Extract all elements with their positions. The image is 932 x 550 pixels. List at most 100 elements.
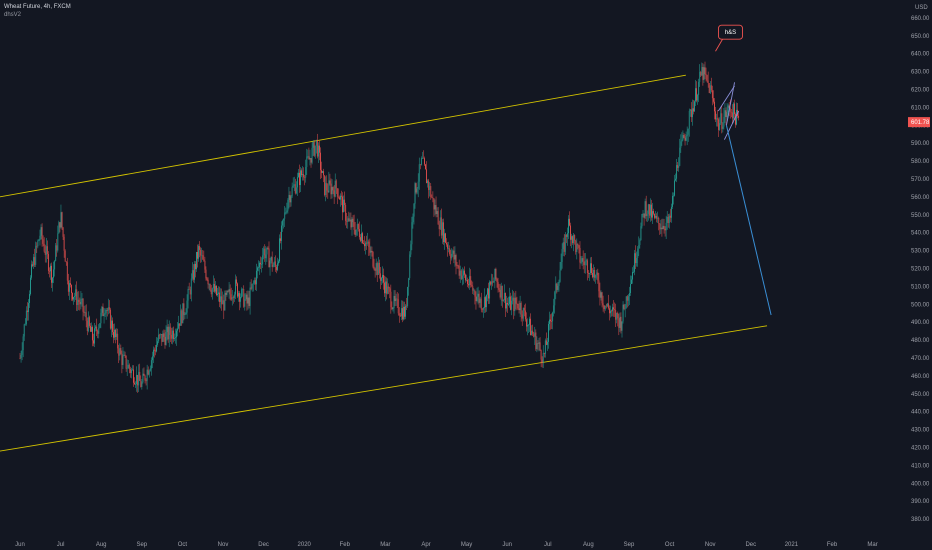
candle-down [499,289,501,298]
candle-up [287,199,289,211]
candle-down [389,288,391,292]
candle-up [534,332,536,337]
candle-up [233,294,235,299]
candle-down [379,273,381,281]
candle-up [122,355,124,365]
candle-up [284,212,286,219]
candle-down [402,308,403,320]
candle-up [208,284,210,285]
candle-up [679,147,681,166]
candle-down [608,308,610,314]
candle-up [119,348,121,356]
candle-down [336,188,338,197]
candle-up [262,255,264,265]
candle-down [93,340,94,344]
candle-down [333,190,335,197]
candle-up [477,293,479,297]
candle-down [705,74,707,76]
y-tick-label: 610.00 [911,105,930,111]
y-tick-label: 470.00 [911,356,930,362]
candle-down [718,119,720,130]
candle-up [253,280,255,284]
candle-up [174,338,175,339]
candle-up [53,269,55,278]
candle-up [624,308,626,310]
candle-down [232,297,234,299]
candle-up [451,253,453,259]
candle-down [654,213,655,218]
candle-up [311,147,313,163]
candle-up [171,330,173,339]
candle-up [405,305,406,317]
candle-down [391,307,393,310]
candle-down [346,220,348,222]
candle-down [582,258,584,262]
candle-up [162,333,164,342]
candle-up [562,242,564,250]
candle-down [729,107,731,112]
candle-up [412,216,414,223]
candle-up [68,283,70,292]
candle-up [392,308,394,310]
candle-down [603,305,605,310]
candle-up [91,327,92,332]
candle-down [591,263,592,274]
candle-down [205,269,207,279]
candle-down [341,195,342,197]
candle-up [249,287,251,306]
candle-down [663,225,665,229]
candle-up [670,206,672,218]
candle-up [503,293,505,301]
candle-up [290,196,292,203]
candle-down [496,278,498,282]
candle-up [101,306,103,313]
candle-down [316,139,318,157]
candle-up [555,283,557,293]
candle-down [113,332,114,338]
candle-down [43,243,45,252]
candle-down [227,290,229,292]
candle-down [239,293,240,302]
candle-up [625,296,627,309]
candle-down [517,303,519,309]
candle-up [25,310,27,325]
candle-up [527,324,528,327]
candle-up [212,283,214,289]
candle-down [492,281,494,283]
candle-down [133,369,134,383]
indicator-label[interactable]: dhsV2 [4,12,22,18]
candle-up [127,364,129,369]
candle-up [180,310,182,326]
candle-down [556,283,558,290]
candle-down [384,282,385,294]
x-tick-label: 2020 [298,542,312,548]
candle-up [461,275,463,280]
candle-down [348,218,350,221]
candle-down [154,349,155,351]
candle-up [269,260,271,268]
symbol-title[interactable]: Wheat Future, 4h, FXCM [4,4,71,10]
candle-down [574,235,576,241]
candle-up [512,297,514,301]
candle-down [51,265,52,283]
candle-down [456,265,458,267]
candle-up [429,186,431,191]
y-tick-label: 540.00 [911,231,930,237]
candle-up [191,270,193,279]
candle-up [247,297,249,304]
candle-down [465,274,466,281]
candle-up [261,264,263,265]
candle-up [581,258,583,263]
x-tick-label: Aug [96,542,107,548]
candle-up [307,156,309,158]
candle-up [296,177,298,188]
candle-up [514,297,516,312]
candle-down [369,247,371,253]
candle-down [594,270,596,278]
candle-down [530,318,531,336]
candle-up [226,290,228,295]
candle-up [156,344,157,352]
candle-down [323,171,325,176]
